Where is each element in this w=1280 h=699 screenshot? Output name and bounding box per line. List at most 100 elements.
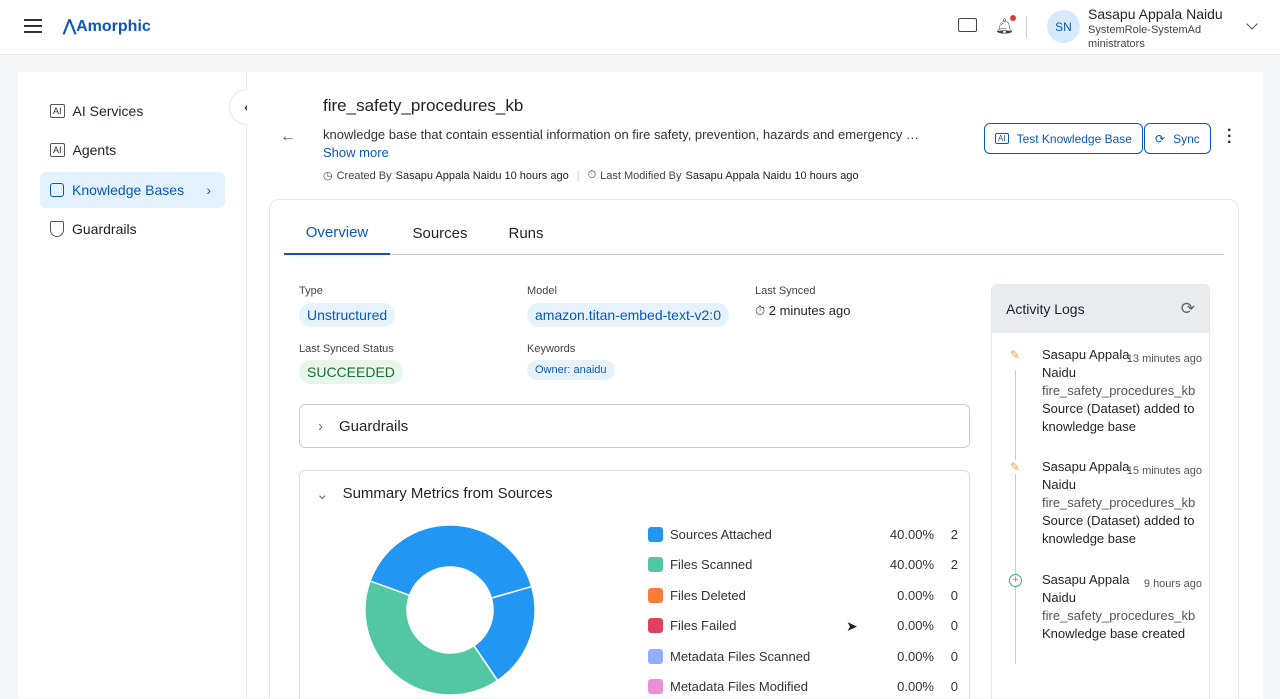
brand-name: Amorphic: [76, 18, 151, 35]
main-content: fire_safety_procedures_kb ← knowledge ba…: [247, 72, 1263, 699]
legend-item[interactable]: Files Deleted 0.00% 0: [648, 585, 958, 605]
overview-card: Overview Sources Runs Type Unstructured …: [269, 199, 1239, 699]
modified-label: Last Modified By: [600, 169, 682, 182]
timer-icon: ⏱︎: [755, 303, 769, 318]
description: knowledge base that contain essential in…: [323, 127, 919, 142]
legend-swatch: [648, 648, 663, 664]
last-synced-text: 2 minutes ago: [768, 303, 851, 318]
legend-label: Files Deleted: [670, 587, 746, 603]
log-action: Knowledge base created: [1042, 626, 1186, 641]
status-label: Last Synced Status: [299, 343, 394, 355]
sidebar-item-ai-services[interactable]: AI AI Services: [40, 93, 225, 129]
legend-swatch: [648, 526, 663, 542]
bell-icon[interactable]: 🔔︎: [995, 15, 1017, 35]
log-time: 9 hours ago: [1143, 578, 1202, 590]
donut-slice-sources-attached[interactable]: [369, 524, 533, 600]
pencil-icon: ✎: [1010, 348, 1021, 362]
keywords-label: Keywords: [527, 343, 576, 355]
sidebar-item-label: Knowledge Bases: [72, 182, 185, 198]
donut-slice-files-scanned[interactable]: [364, 579, 499, 696]
pencil-icon: ✎: [1010, 460, 1021, 474]
tab-sources[interactable]: Sources: [412, 225, 468, 242]
avatar[interactable]: SN: [1047, 10, 1080, 43]
chevron-right-icon: ›: [318, 417, 323, 435]
top-bar: ⋀Amorphic 🔔︎ SN Sasapu Appala Naidu Syst…: [0, 0, 1280, 55]
user-role: SystemRole-SystemAdministrators: [1088, 24, 1202, 50]
type-label: Type: [299, 285, 323, 297]
legend-item[interactable]: Files Failed 0.00% 0: [648, 616, 958, 636]
activity-logs-title: Activity Logs: [1006, 301, 1085, 317]
brand-logo[interactable]: ⋀Amorphic: [63, 16, 151, 36]
accordion-title: Summary Metrics from Sources: [342, 485, 553, 502]
sidebar-item-knowledge-bases[interactable]: Knowledge Bases ›: [40, 172, 225, 208]
database-icon: [50, 183, 64, 197]
activity-log-item: Sasapu Appala Naidu 15 minutes ago fire_sa…: [1042, 458, 1202, 548]
logo-mark-icon: ⋀: [63, 18, 77, 35]
plus-circle-icon: +: [1009, 574, 1022, 587]
more-options-icon[interactable]: · · ·: [1227, 122, 1233, 151]
log-user: Sasapu Appala Naidu: [1042, 347, 1130, 380]
donut-slice-sources-attached[interactable]: [473, 585, 536, 682]
summary-accordion: ⌄ Summary Metrics from Sources: [299, 470, 970, 699]
shield-icon: [50, 221, 64, 237]
model-label: Model: [527, 285, 557, 297]
legend-percent: 0.00%: [897, 587, 934, 603]
log-time: 13 minutes ago: [1126, 353, 1202, 365]
sidebar-item-label: AI Services: [72, 103, 144, 119]
legend-percent: 40.00%: [889, 526, 934, 542]
back-arrow-icon[interactable]: ←: [280, 128, 296, 145]
divider: |: [576, 169, 580, 182]
sidebar-item-agents[interactable]: AI Agents: [40, 132, 225, 168]
modified-by: Sasapu Appala Naidu 10 hours ago: [685, 169, 859, 182]
legend-item[interactable]: Sources Attached 40.00% 2: [648, 524, 958, 544]
test-knowledge-base-button[interactable]: AI Test Knowledge Base: [984, 123, 1143, 154]
legend-item[interactable]: Files Scanned 40.00% 2: [648, 555, 958, 575]
legend-swatch: [648, 618, 663, 633]
monitor-chart-icon[interactable]: [958, 18, 977, 32]
divider: [1026, 16, 1027, 38]
created-by: Sasapu Appala Naidu 10 hours ago: [395, 169, 569, 182]
summary-header[interactable]: ⌄ Summary Metrics from Sources: [316, 485, 553, 503]
legend-label: Files Scanned: [670, 557, 753, 572]
accordion-title: Guardrails: [339, 417, 409, 435]
tab-overview[interactable]: Overview: [284, 224, 390, 255]
guardrails-accordion[interactable]: › Guardrails: [299, 404, 970, 448]
ai-chip-icon: AI: [50, 143, 65, 157]
sidebar-item-guardrails[interactable]: Guardrails: [40, 211, 225, 247]
meta-row: ◷ Created By Sasapu Appala Naidu 10 hours …: [323, 169, 859, 182]
clock-icon: ◷: [323, 170, 333, 182]
legend-item[interactable]: Metadata Files Modified 0.00% 0: [648, 677, 958, 697]
last-synced-label: Last Synced: [755, 285, 816, 297]
activity-logs-header: Activity Logs ⟳: [992, 285, 1209, 333]
log-kb: fire_safety_procedures_kb: [1042, 495, 1196, 510]
legend-percent: 0.00%: [897, 679, 934, 694]
legend-swatch: [648, 679, 663, 694]
refresh-icon[interactable]: ⟳: [1180, 299, 1195, 318]
user-name[interactable]: Sasapu Appala Naidu: [1088, 6, 1223, 22]
type-chip: Unstructured: [299, 303, 396, 327]
tab-runs[interactable]: Runs: [508, 225, 544, 242]
sidebar-item-label: Guardrails: [72, 221, 137, 237]
log-time: 15 minutes ago: [1126, 465, 1202, 477]
legend-percent: 0.00%: [897, 618, 934, 633]
sync-button[interactable]: ⟳ Sync: [1144, 123, 1211, 154]
legend-swatch: [648, 587, 663, 603]
legend-count: 0: [950, 587, 958, 603]
keyword-chip: Owner: anaidu: [527, 360, 615, 380]
tab-bar: [284, 254, 1224, 255]
last-synced-value: ⏱︎ 2 minutes ago: [755, 303, 850, 319]
model-chip: amazon.titan-embed-text-v2:0: [527, 303, 729, 327]
menu-icon[interactable]: [24, 19, 42, 33]
legend-item[interactable]: Metadata Files Scanned 0.00% 0: [648, 646, 958, 666]
log-action: Source (Dataset) added to knowledge base: [1042, 513, 1195, 546]
legend-count: 0: [950, 648, 958, 664]
legend-percent: 0.00%: [897, 648, 934, 664]
show-more-link[interactable]: Show more: [323, 145, 389, 160]
button-label: Test Knowledge Base: [1016, 131, 1132, 146]
chevron-down-icon[interactable]: [1246, 18, 1258, 30]
legend-count: 2: [950, 557, 958, 572]
chevron-right-icon: ›: [206, 182, 211, 198]
timer-icon: ⏱︎: [587, 169, 597, 181]
legend-count: 0: [950, 679, 958, 694]
log-kb: fire_safety_procedures_kb: [1042, 383, 1196, 398]
